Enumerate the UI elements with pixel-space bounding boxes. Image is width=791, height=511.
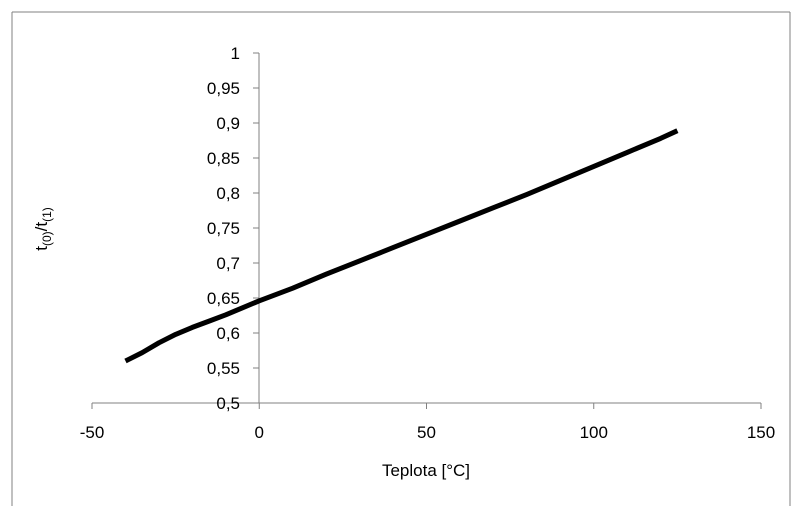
series-line [124,128,679,364]
y-axis-title-subscript-1: (1) [40,207,54,222]
y-tick-label: 1 [231,44,240,63]
y-tick-label: 0,95 [207,79,240,98]
y-tick-label: 0,55 [207,359,240,378]
y-tick-label: 0,75 [207,219,240,238]
y-tick-label: 0,7 [216,254,240,273]
y-axis-title: t(0)/t(1) [32,207,54,251]
x-tick-label: 150 [747,423,775,442]
y-tick-label: 0,8 [216,184,240,203]
y-tick-label: 0,9 [216,114,240,133]
y-tick-label: 0,5 [216,394,240,413]
y-tick-label: 0,6 [216,324,240,343]
x-tick-label: -50 [80,423,105,442]
x-tick-label: 0 [255,423,264,442]
y-tick-label: 0,85 [207,149,240,168]
y-axis-title-slash-t: /t [32,222,51,232]
x-axis-title: Teplota [°C] [382,461,470,480]
y-axis-title-t: t [32,246,51,251]
y-tick-label: 0,65 [207,289,240,308]
x-tick-label: 100 [580,423,608,442]
y-axis-title-subscript-0: (0) [40,231,54,246]
x-tick-label: 50 [417,423,436,442]
